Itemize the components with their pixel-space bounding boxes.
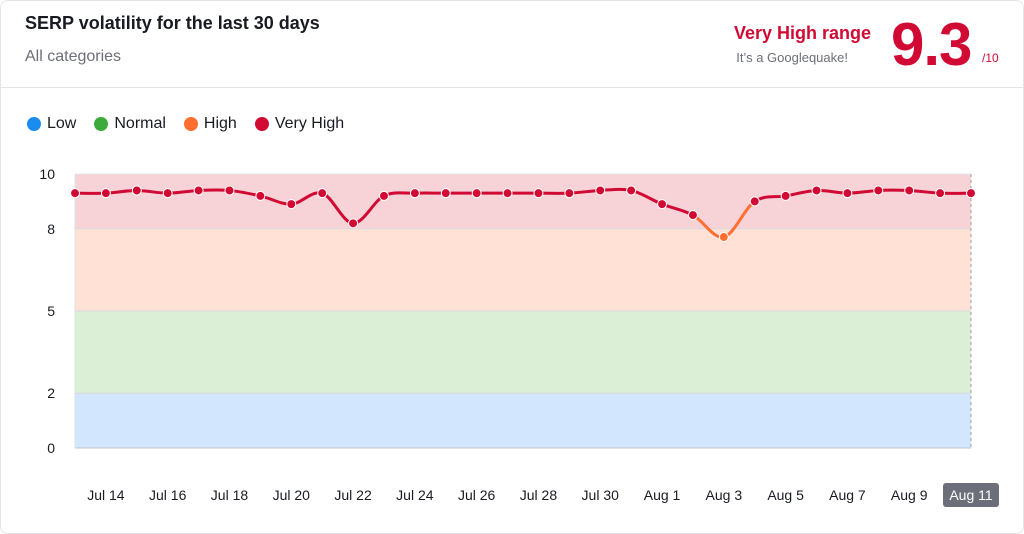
data-point <box>70 188 80 199</box>
range-description: It’s a Googlequake! <box>736 50 848 65</box>
y-tick-label: 10 <box>39 166 55 182</box>
data-point <box>317 188 328 199</box>
legend-item-normal[interactable]: Normal <box>94 115 166 133</box>
legend-dot-icon <box>94 117 109 131</box>
x-tick-label: Jul 16 <box>149 487 187 503</box>
x-tick-label: Aug 7 <box>829 487 866 503</box>
data-point <box>966 188 976 199</box>
data-point <box>533 188 544 199</box>
data-point <box>687 210 698 221</box>
band-very-high <box>75 174 971 229</box>
data-point <box>564 188 575 199</box>
x-tick-label: Aug 1 <box>644 487 681 503</box>
legend-dot-icon <box>183 117 198 131</box>
x-tick-label: Jul 18 <box>211 487 249 503</box>
legend-dot-icon <box>27 117 41 131</box>
data-point <box>162 188 173 199</box>
data-point <box>193 185 204 196</box>
legend-dot-icon <box>254 117 269 131</box>
legend-label: High <box>203 115 237 132</box>
legend-item-high[interactable]: High <box>183 115 237 133</box>
range-label: Very High range <box>733 23 871 43</box>
data-point <box>440 188 451 199</box>
x-tick-highlight <box>943 483 999 507</box>
chart-legend: Low Normal High Very High <box>27 115 362 133</box>
volatility-score: 9.3 <box>891 11 972 78</box>
data-point <box>749 196 760 207</box>
data-point <box>502 188 513 199</box>
x-tick-label: Jul 24 <box>396 487 434 503</box>
data-point <box>842 188 853 199</box>
band-normal <box>75 311 971 394</box>
data-point <box>100 188 111 199</box>
data-point <box>811 185 822 196</box>
card-header: SERP volatility for the last 30 days All… <box>1 1 1023 88</box>
band-low <box>75 393 971 448</box>
data-point <box>131 185 142 196</box>
data-point <box>409 188 420 199</box>
score-max: /10 <box>982 51 999 65</box>
band-high <box>75 228 971 311</box>
data-point <box>873 185 884 196</box>
data-point <box>255 190 266 201</box>
page-title: SERP volatility for the last 30 days <box>25 13 320 33</box>
x-tick-label: Aug 3 <box>706 487 743 503</box>
data-point <box>224 185 235 196</box>
data-point <box>657 199 668 210</box>
x-tick-label: Jul 28 <box>520 487 558 503</box>
x-tick-label: Jul 20 <box>273 487 311 503</box>
x-tick-label: Aug 11 <box>949 487 993 503</box>
y-tick-label: 0 <box>47 440 55 456</box>
legend-label: Very High <box>274 115 345 132</box>
data-point <box>378 190 389 201</box>
x-tick-label: Jul 26 <box>458 487 496 503</box>
y-tick-label: 8 <box>47 221 55 237</box>
data-point <box>471 188 482 199</box>
legend-label: Low <box>47 115 77 132</box>
x-tick-label: Jul 30 <box>582 487 620 503</box>
data-point <box>904 185 915 196</box>
x-tick-label: Jul 14 <box>87 487 125 503</box>
data-point <box>718 232 729 243</box>
y-tick-label: 5 <box>47 303 55 319</box>
x-tick-label: Aug 5 <box>767 487 804 503</box>
data-point <box>595 185 606 196</box>
volatility-chart[interactable]: 0 2 5 8 10 Jul 14 Jul 16 Jul 18 Jul 20 Jul 22 Jul … <box>1 151 1021 521</box>
y-tick-label: 2 <box>47 385 55 401</box>
legend-item-low[interactable]: Low <box>27 115 76 133</box>
data-point <box>780 190 791 201</box>
category-label: All categories <box>25 48 122 65</box>
legend-label: Normal <box>114 115 166 132</box>
data-point <box>348 218 359 229</box>
x-tick-label: Jul 22 <box>334 487 372 503</box>
data-point <box>626 185 637 196</box>
x-tick-label: Aug 9 <box>891 487 928 503</box>
data-point <box>286 199 297 210</box>
data-point <box>935 188 946 199</box>
legend-item-very-high[interactable]: Very High <box>254 115 345 133</box>
